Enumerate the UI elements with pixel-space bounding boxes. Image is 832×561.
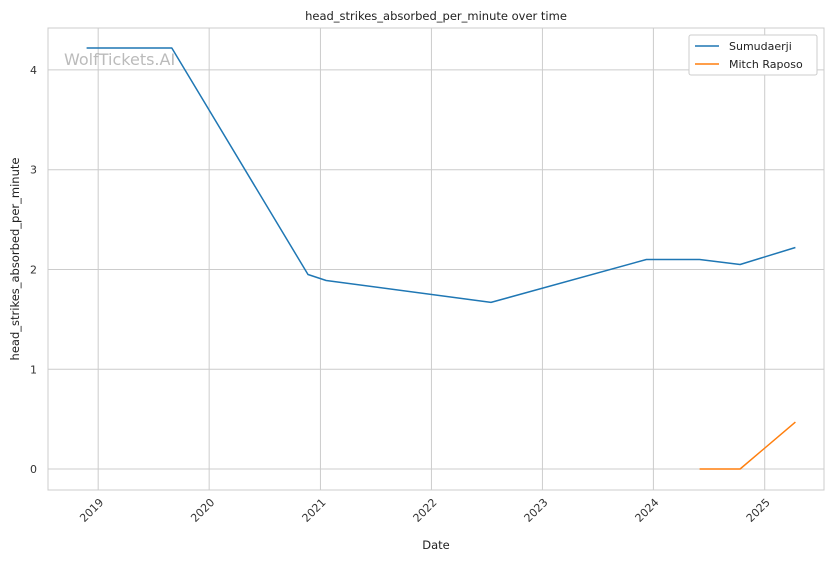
y-axis-title: head_strikes_absorbed_per_minute	[8, 158, 22, 361]
series-lines	[86, 47, 796, 470]
x-tick-label: 2021	[300, 496, 329, 525]
plot-frame	[47, 27, 825, 491]
y-tick-label: 1	[30, 363, 37, 376]
plot-background	[48, 28, 824, 490]
y-tick-label: 4	[30, 64, 37, 77]
legend-label-sumudaerji: Sumudaerji	[729, 40, 792, 53]
legend: Sumudaerji Mitch Raposo	[688, 34, 818, 76]
x-tick-label: 2019	[77, 496, 106, 525]
legend-label-mitch-raposo: Mitch Raposo	[729, 58, 803, 71]
y-tick-label: 3	[30, 164, 37, 177]
chart-title: head_strikes_absorbed_per_minute over ti…	[305, 9, 567, 23]
grid-lines	[48, 28, 824, 490]
y-tick-label: 0	[30, 463, 37, 476]
x-tick-label: 2022	[411, 496, 440, 525]
series-line-sumudaerji	[86, 47, 796, 304]
x-tick-label: 2023	[522, 496, 551, 525]
x-axis-title: Date	[422, 538, 450, 552]
series-line-mitch-raposo	[699, 421, 796, 470]
x-tick-label: 2020	[188, 496, 217, 525]
legend-box	[688, 34, 818, 76]
x-tick-label: 2024	[633, 496, 662, 525]
watermark-text: WolfTickets.AI	[64, 50, 175, 69]
y-tick-label: 2	[30, 263, 37, 276]
x-tick-label: 2025	[744, 496, 773, 525]
